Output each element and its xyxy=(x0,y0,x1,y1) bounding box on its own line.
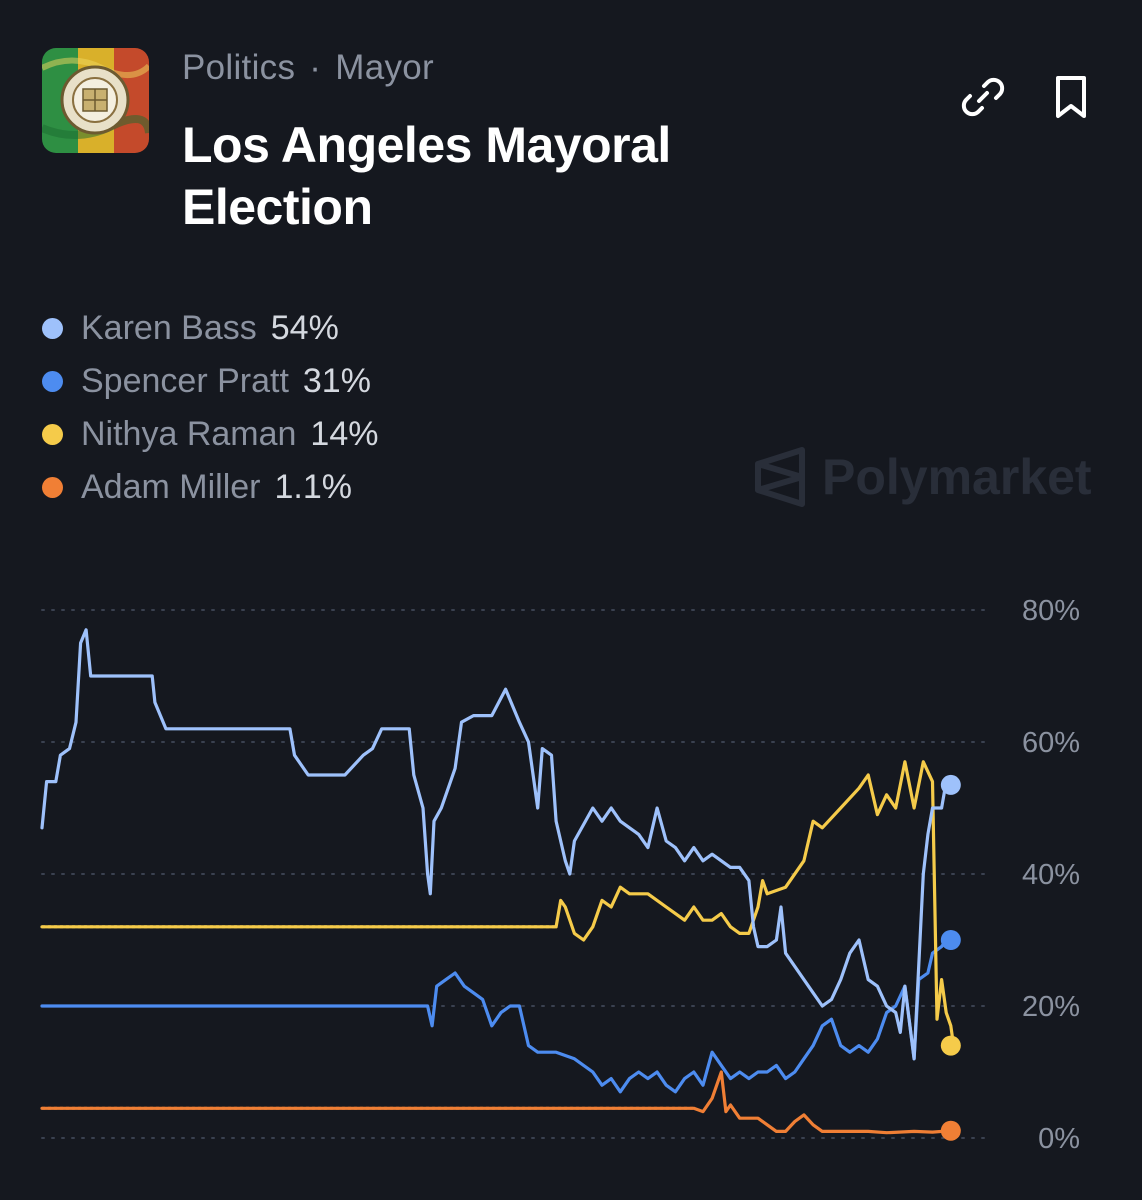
y-tick-label: 0% xyxy=(1038,1123,1080,1155)
legend-value: 31% xyxy=(302,362,371,400)
legend-value: 1.1% xyxy=(274,468,352,506)
polymarket-watermark: Polymarket xyxy=(752,446,1092,508)
legend-item: Karen Bass 54% xyxy=(42,302,378,355)
chart-legend: Karen Bass 54% Spencer Pratt 31% Nithya … xyxy=(42,302,378,514)
bookmark-button[interactable] xyxy=(1046,72,1096,122)
breadcrumb-separator: · xyxy=(309,48,322,87)
series-line xyxy=(40,760,956,1048)
link-icon xyxy=(961,77,1005,117)
legend-dot xyxy=(42,424,63,445)
legend-name: Nithya Raman xyxy=(81,415,297,453)
legend-name: Karen Bass xyxy=(81,309,257,347)
end-point-marker xyxy=(940,1120,961,1141)
legend-item: Nithya Raman 14% xyxy=(42,408,378,461)
end-point-marker xyxy=(940,930,961,950)
legend-item: Adam Miller 1.1% xyxy=(42,461,378,514)
chart-gridlines xyxy=(41,609,991,1139)
chart-series xyxy=(40,628,956,1135)
bookmark-icon xyxy=(1056,76,1086,118)
price-history-chart: 0% 20% 40% 60% 80% xyxy=(40,595,1080,1155)
legend-item: Spencer Pratt 31% xyxy=(42,355,378,408)
series-line xyxy=(40,628,948,1061)
legend-dot xyxy=(42,371,63,392)
series-line xyxy=(40,938,948,1094)
end-point-marker xyxy=(940,774,961,795)
page-title: Los Angeles Mayoral Election xyxy=(182,117,671,235)
y-tick-label: 40% xyxy=(1022,859,1080,891)
copy-link-button[interactable] xyxy=(958,72,1008,122)
end-point-marker xyxy=(940,1035,961,1056)
y-tick-label: 60% xyxy=(1022,727,1080,759)
y-tick-label: 20% xyxy=(1022,991,1080,1023)
legend-value: 54% xyxy=(270,309,339,347)
legend-dot xyxy=(42,477,63,498)
y-axis-ticks: 0% 20% 40% 60% 80% xyxy=(1022,595,1080,1155)
legend-dot xyxy=(42,318,63,339)
breadcrumb-category[interactable]: Politics xyxy=(182,48,296,87)
breadcrumb: Politics · Mayor xyxy=(182,48,434,88)
legend-name: Adam Miller xyxy=(81,468,261,506)
watermark-text: Polymarket xyxy=(822,449,1092,505)
polymarket-logo-icon xyxy=(755,447,805,507)
pre-listing-levels xyxy=(42,925,694,1110)
chart-end-markers xyxy=(940,774,961,1141)
legend-name: Spencer Pratt xyxy=(81,362,289,400)
los-angeles-seal-flag-logo xyxy=(42,48,149,153)
breadcrumb-subcategory[interactable]: Mayor xyxy=(335,48,434,87)
legend-value: 14% xyxy=(310,415,379,453)
y-tick-label: 80% xyxy=(1022,595,1080,627)
series-line xyxy=(40,1070,953,1135)
